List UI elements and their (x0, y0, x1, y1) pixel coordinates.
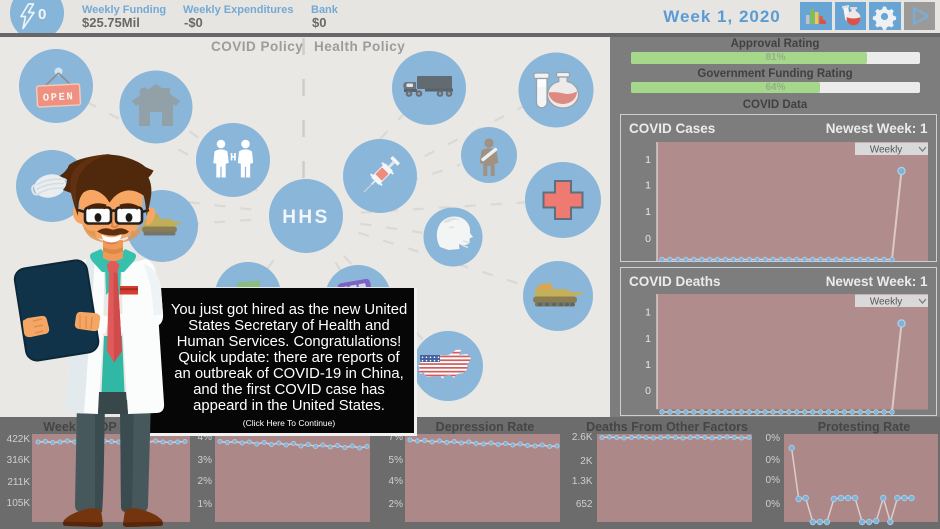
svg-text:HHS: HHS (282, 207, 330, 228)
svg-text:OPEN: OPEN (43, 91, 75, 105)
